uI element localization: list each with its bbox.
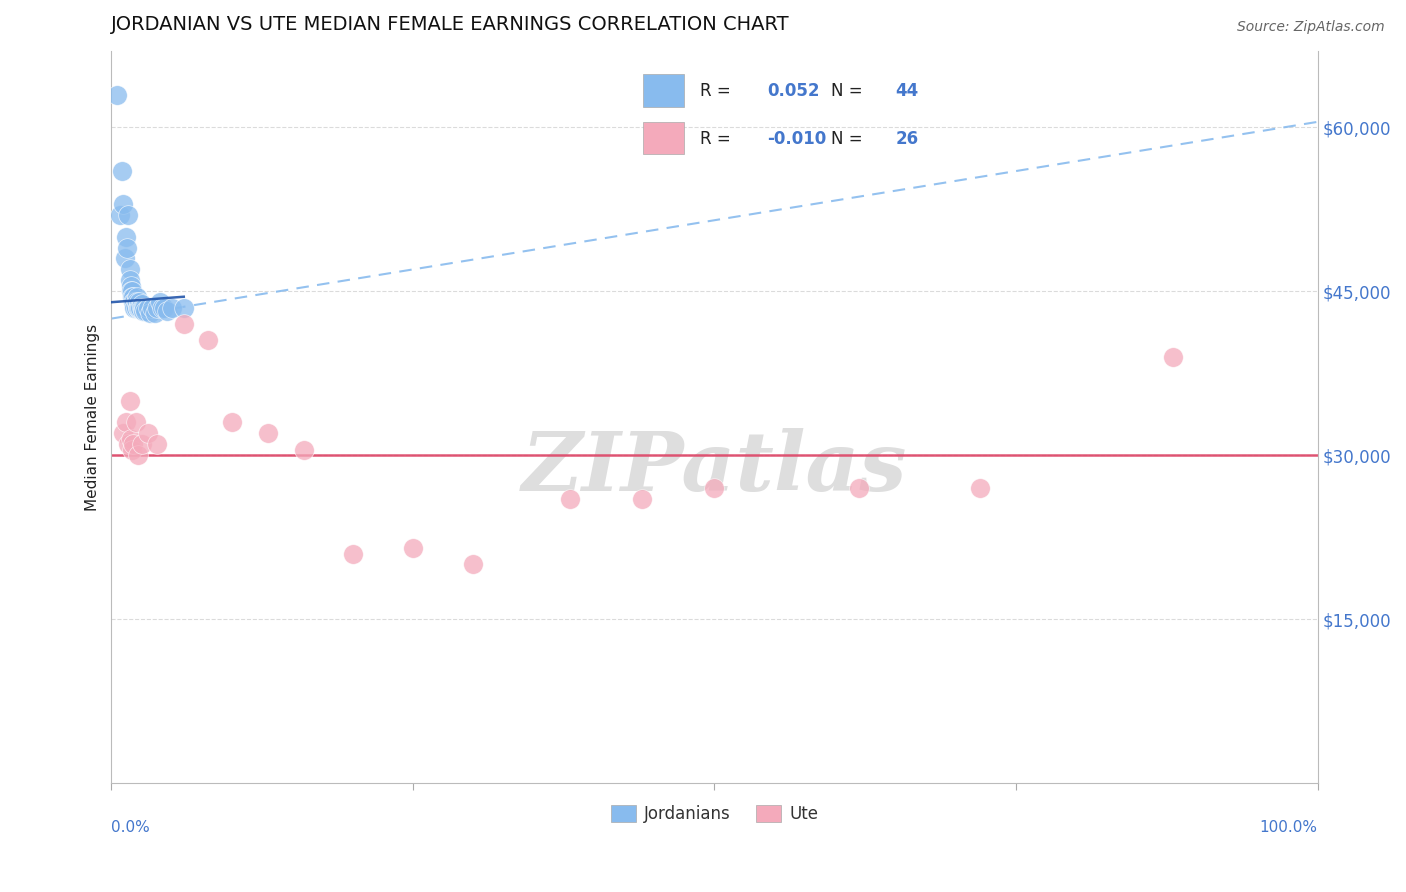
Y-axis label: Median Female Earnings: Median Female Earnings xyxy=(86,324,100,510)
Point xyxy=(132,301,155,315)
Point xyxy=(131,437,153,451)
Point xyxy=(463,558,485,572)
Text: ZIPatlas: ZIPatlas xyxy=(522,428,907,508)
Point xyxy=(112,197,135,211)
Point xyxy=(125,295,148,310)
Point xyxy=(173,301,195,315)
Text: Source: ZipAtlas.com: Source: ZipAtlas.com xyxy=(1237,20,1385,34)
Point xyxy=(117,437,139,451)
Point xyxy=(115,416,138,430)
Point xyxy=(153,301,176,315)
Point xyxy=(197,334,219,348)
Point xyxy=(143,306,166,320)
Legend: Jordanians, Ute: Jordanians, Ute xyxy=(605,798,825,830)
Text: 0.0%: 0.0% xyxy=(111,820,150,835)
Point xyxy=(149,295,172,310)
Point xyxy=(139,306,162,320)
Point xyxy=(115,241,138,255)
Point xyxy=(141,301,163,315)
Point xyxy=(121,290,143,304)
Point xyxy=(111,164,134,178)
Point xyxy=(1161,350,1184,364)
Point xyxy=(125,290,148,304)
Point xyxy=(342,547,364,561)
Point xyxy=(134,304,156,318)
Point xyxy=(848,481,870,495)
Point xyxy=(402,541,425,555)
Point xyxy=(117,208,139,222)
Point xyxy=(150,301,173,315)
Point xyxy=(969,481,991,495)
Point xyxy=(131,297,153,311)
Point xyxy=(257,426,280,441)
Point xyxy=(114,252,136,266)
Point xyxy=(124,301,146,315)
Point xyxy=(173,317,195,331)
Point xyxy=(118,393,141,408)
Point xyxy=(127,301,149,315)
Point xyxy=(122,290,145,304)
Text: JORDANIAN VS UTE MEDIAN FEMALE EARNINGS CORRELATION CHART: JORDANIAN VS UTE MEDIAN FEMALE EARNINGS … xyxy=(111,15,790,34)
Point xyxy=(108,208,131,222)
Point xyxy=(121,285,143,299)
Point xyxy=(120,285,142,299)
Point xyxy=(121,442,143,457)
Point xyxy=(221,416,243,430)
Point xyxy=(127,448,149,462)
Point xyxy=(146,437,169,451)
Text: 100.0%: 100.0% xyxy=(1260,820,1317,835)
Point xyxy=(292,442,315,457)
Point xyxy=(146,301,169,315)
Point xyxy=(124,301,146,315)
Point xyxy=(127,301,149,315)
Point xyxy=(112,426,135,441)
Point xyxy=(124,416,146,430)
Point xyxy=(132,301,155,315)
Point xyxy=(122,295,145,310)
Point xyxy=(115,229,138,244)
Point xyxy=(131,301,153,315)
Point xyxy=(118,273,141,287)
Point xyxy=(128,301,150,315)
Point xyxy=(124,295,146,310)
Point xyxy=(160,301,183,315)
Point xyxy=(631,491,654,506)
Point xyxy=(120,432,142,446)
Point xyxy=(120,278,142,293)
Point xyxy=(136,301,159,315)
Point xyxy=(124,295,146,310)
Point xyxy=(136,426,159,441)
Point xyxy=(122,437,145,451)
Point xyxy=(132,304,155,318)
Point xyxy=(107,87,129,102)
Point xyxy=(558,491,581,506)
Point xyxy=(156,304,179,318)
Point xyxy=(703,481,725,495)
Point xyxy=(128,295,150,310)
Point xyxy=(129,301,152,315)
Point xyxy=(118,262,141,277)
